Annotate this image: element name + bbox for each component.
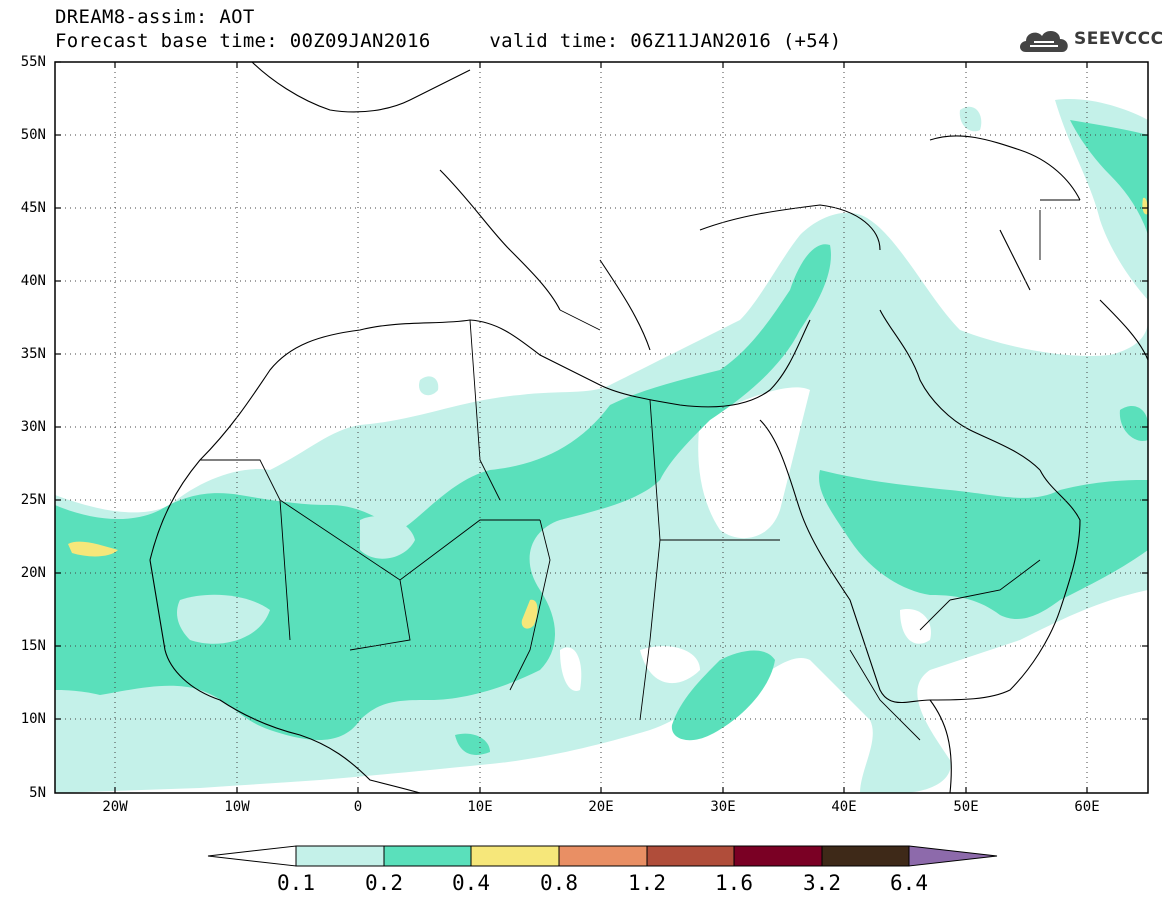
colorbar-swatch-1: [295, 845, 385, 867]
seevccc-logo: SEEVCCC: [1018, 24, 1163, 58]
cloud-icon: [1020, 30, 1068, 52]
colorbar: [207, 845, 998, 867]
colorbar-label: 0.4: [452, 871, 490, 895]
colorbar-label: 3.2: [803, 871, 841, 895]
chart-title: DREAM8-assim: AOT: [55, 6, 255, 28]
country-borders: [200, 199, 1080, 741]
lat-label: 45N: [20, 200, 46, 216]
lat-label: 50N: [20, 127, 46, 143]
coastlines: [149, 62, 1148, 793]
colorbar-label: 1.6: [715, 871, 753, 895]
graticule: [55, 62, 1148, 793]
colorbar-swatch-7: [821, 845, 910, 867]
lat-label: 30N: [20, 419, 46, 435]
colorbar-label: 0.2: [365, 871, 403, 895]
forecast-times: Forecast base time: 00Z09JAN2016 valid t…: [55, 30, 842, 52]
colorbar-label: 6.4: [890, 871, 928, 895]
lon-label: 50E: [953, 799, 979, 815]
lon-label: 10E: [467, 799, 493, 815]
lon-label: 30E: [710, 799, 736, 815]
lat-label: 10N: [20, 711, 46, 727]
lon-label: 10W: [224, 799, 250, 815]
colorbar-label: 0.8: [540, 871, 578, 895]
lon-label: 20E: [588, 799, 614, 815]
aot-field: [55, 62, 1148, 793]
lat-label: 15N: [20, 638, 46, 654]
colorbar-swatch-6: [733, 845, 823, 867]
logo-text: SEEVCCC: [1074, 29, 1164, 49]
lat-label: 5N: [29, 785, 46, 801]
colorbar-label: 0.1: [277, 871, 315, 895]
lat-label: 55N: [20, 54, 46, 70]
aot-band-0.4-0.8: [68, 197, 1148, 629]
colorbar-swatch-3: [470, 845, 560, 867]
aot-gap: [560, 387, 931, 691]
aot-inner-light: [177, 516, 415, 644]
lat-label: 20N: [20, 565, 46, 581]
lat-label: 25N: [20, 492, 46, 508]
lat-label: 35N: [20, 346, 46, 362]
colorbar-label: 1.2: [628, 871, 666, 895]
colorbar-upper-triangle: [908, 845, 998, 867]
colorbar-lower-triangle: [207, 845, 297, 867]
axis-ticks: [55, 61, 1148, 793]
lat-label: 40N: [20, 273, 46, 289]
lon-label: 0: [353, 799, 363, 815]
colorbar-swatch-4: [558, 845, 648, 867]
colorbar-swatch-5: [646, 845, 735, 867]
lon-label: 60E: [1074, 799, 1100, 815]
lon-label: 40E: [831, 799, 857, 815]
colorbar-swatch-2: [383, 845, 472, 867]
lon-label: 20W: [102, 799, 128, 815]
